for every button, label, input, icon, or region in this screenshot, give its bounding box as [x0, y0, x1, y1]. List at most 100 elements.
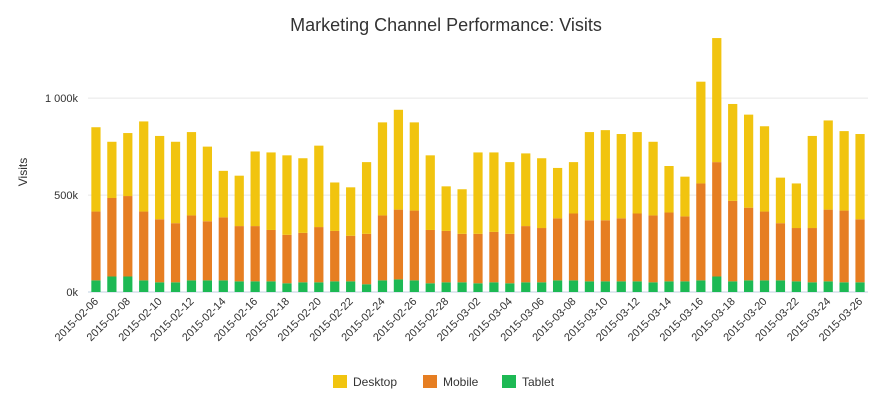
bar-tablet-2015-02-10	[155, 282, 165, 292]
bar-tablet-2015-02-23	[361, 284, 372, 292]
bar-mobile-2015-03-19	[744, 207, 754, 281]
bar-desktop-2015-02-22	[346, 187, 356, 236]
bar-tablet-2015-03-08	[568, 280, 579, 292]
bar-tablet-2015-02-07	[107, 276, 117, 292]
bar-tablet-2015-02-06	[91, 280, 101, 292]
bar-mobile-2015-03-02	[473, 233, 483, 284]
bar-mobile-2015-03-21	[775, 223, 786, 281]
legend-label: Desktop	[353, 375, 397, 389]
legend-swatch	[502, 375, 516, 388]
bar-desktop-2015-02-24	[377, 122, 388, 216]
bar-desktop-2015-02-21	[330, 182, 340, 231]
bar-desktop-2015-03-02	[473, 152, 483, 234]
bar-tablet-2015-03-15	[680, 281, 690, 292]
bar-desktop-2015-03-19	[744, 114, 754, 208]
bar-desktop-2015-02-25	[393, 109, 404, 210]
bar-mobile-2015-02-07	[107, 197, 117, 277]
bar-mobile-2015-03-03	[489, 231, 499, 283]
bar-mobile-2015-03-08	[568, 213, 579, 281]
legend-swatch	[333, 375, 347, 388]
bar-desktop-2015-03-24	[823, 120, 833, 210]
bar-tablet-2015-03-23	[807, 282, 817, 292]
bar-desktop-2015-03-07	[552, 167, 563, 219]
bar-mobile-2015-02-12	[186, 215, 197, 281]
bar-desktop-2015-02-17	[266, 152, 276, 230]
bar-mobile-2015-03-01	[457, 233, 467, 283]
bar-desktop-2015-03-18	[728, 103, 738, 201]
chart-title: Marketing Channel Performance: Visits	[290, 15, 602, 35]
bar-tablet-2015-02-19	[298, 282, 308, 292]
legend-label: Mobile	[443, 375, 479, 389]
legend: Desktop Mobile Tablet	[333, 375, 555, 389]
bar-mobile-2015-02-09	[139, 211, 149, 281]
bar-tablet-2015-03-01	[457, 282, 467, 292]
bar-desktop-2015-02-10	[155, 135, 165, 220]
bar-desktop-2015-03-17	[712, 38, 722, 163]
bar-desktop-2015-02-15	[234, 175, 244, 227]
bar-desktop-2015-03-26	[855, 134, 865, 220]
bar-tablet-2015-03-25	[839, 282, 849, 292]
bar-mobile-2015-02-26	[409, 210, 419, 281]
bar-desktop-2015-03-23	[807, 135, 817, 229]
bar-desktop-2015-02-11	[170, 141, 181, 224]
bar-tablet-2015-03-12	[632, 281, 642, 292]
bar-desktop-2015-03-12	[632, 132, 642, 214]
bar-mobile-2015-03-17	[712, 162, 722, 277]
bar-mobile-2015-03-25	[839, 210, 849, 283]
bar-tablet-2015-03-20	[759, 280, 770, 292]
bar-mobile-2015-02-10	[155, 219, 165, 283]
bar-desktop-2015-02-16	[250, 151, 260, 227]
bar-desktop-2015-03-13	[648, 141, 658, 216]
bar-tablet-2015-03-05	[521, 282, 531, 292]
bar-desktop-2015-02-08	[123, 133, 133, 197]
y-tick-label: 1 000k	[45, 93, 79, 105]
bar-mobile-2015-02-06	[91, 211, 101, 281]
bar-desktop-2015-02-14	[218, 170, 228, 218]
bar-tablet-2015-02-16	[250, 281, 260, 292]
bar-tablet-2015-02-18	[282, 283, 292, 292]
y-tick-label: 0k	[66, 287, 78, 299]
bar-desktop-2015-02-26	[409, 122, 419, 211]
bar-desktop-2015-03-03	[489, 152, 499, 232]
bar-tablet-2015-02-12	[186, 280, 197, 292]
bar-tablet-2015-03-21	[775, 280, 786, 292]
x-tick-labels: 2015-02-062015-02-082015-02-102015-02-12…	[53, 296, 865, 344]
bar-tablet-2015-03-02	[473, 283, 483, 292]
bar-tablet-2015-03-09	[584, 281, 595, 292]
bar-mobile-2015-03-09	[584, 220, 595, 282]
y-tick-label: 500k	[54, 190, 78, 202]
bar-mobile-2015-02-27	[425, 229, 435, 284]
bar-desktop-2015-03-10	[600, 130, 610, 221]
bar-mobile-2015-02-08	[123, 196, 133, 277]
bar-desktop-2015-03-14	[664, 166, 674, 213]
bar-desktop-2015-02-06	[91, 127, 101, 212]
bar-mobile-2015-03-20	[759, 211, 770, 281]
bar-mobile-2015-03-04	[505, 233, 515, 284]
bar-tablet-2015-02-09	[139, 280, 149, 292]
bar-desktop-2015-02-13	[202, 146, 212, 222]
bar-mobile-2015-03-12	[632, 213, 642, 282]
bar-desktop-2015-02-09	[139, 121, 149, 212]
bar-tablet-2015-03-13	[648, 282, 658, 292]
bar-desktop-2015-03-05	[521, 153, 531, 227]
bar-tablet-2015-03-03	[489, 282, 499, 292]
bar-mobile-2015-03-16	[696, 183, 706, 281]
bar-mobile-2015-03-11	[616, 218, 626, 282]
bar-tablet-2015-03-07	[552, 280, 563, 292]
bar-mobile-2015-02-17	[266, 229, 276, 282]
bar-tablet-2015-03-19	[744, 280, 754, 292]
bar-tablet-2015-03-16	[696, 280, 706, 292]
bar-desktop-2015-03-01	[457, 189, 467, 234]
legend-item-desktop[interactable]: Desktop	[333, 375, 397, 389]
bar-mobile-2015-02-28	[441, 230, 451, 283]
bar-desktop-2015-03-21	[775, 177, 786, 224]
bar-mobile-2015-02-11	[170, 223, 181, 283]
bar-desktop-2015-02-20	[314, 145, 324, 228]
y-tick-labels: 0k 500k 1 000k	[45, 93, 79, 299]
legend-item-tablet[interactable]: Tablet	[502, 375, 555, 389]
legend-item-mobile[interactable]: Mobile	[423, 375, 479, 389]
bar-desktop-2015-03-06	[537, 158, 547, 229]
legend-swatch	[423, 375, 437, 388]
bar-mobile-2015-03-14	[664, 212, 674, 282]
